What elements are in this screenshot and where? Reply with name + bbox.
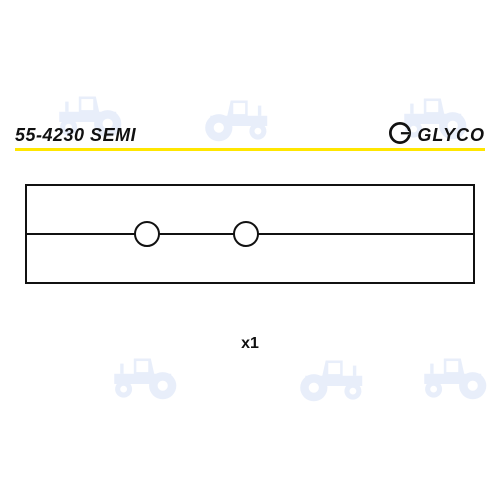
- product-card: 55-4230 SEMI GLYCO x1: [0, 0, 500, 500]
- diagram-hole: [233, 221, 259, 247]
- bushing-diagram: [25, 184, 475, 284]
- part-number: 55-4230 SEMI: [15, 125, 136, 146]
- accent-divider: [15, 148, 485, 151]
- header-row: 55-4230 SEMI GLYCO: [15, 122, 485, 149]
- brand-name: GLYCO: [417, 125, 485, 146]
- glyco-icon: [389, 122, 411, 149]
- quantity-label: x1: [0, 335, 500, 353]
- diagram-hole: [134, 221, 160, 247]
- brand-logo: GLYCO: [389, 122, 485, 149]
